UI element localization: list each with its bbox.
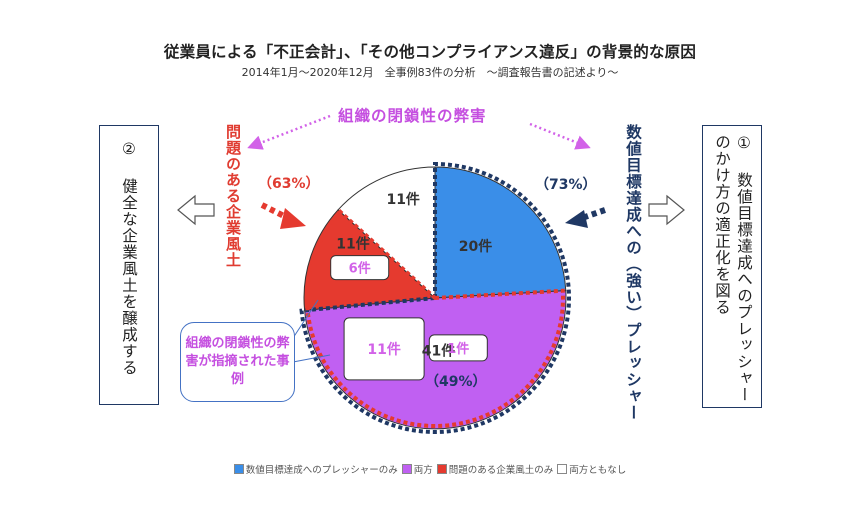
- legend-swatch: [401, 464, 412, 474]
- culture-group-outline: [305, 209, 565, 428]
- both-percent: （49%）: [425, 374, 487, 390]
- pie-slice-pressure-only: [434, 166, 567, 299]
- pie-value-label: 20件: [459, 238, 492, 255]
- right-arrow-icon: [648, 194, 685, 226]
- red-dashed-arrow: [260, 202, 290, 221]
- org-closed-label: 組織の閉鎖性の弊害: [338, 107, 487, 125]
- target-pressure-percent: （73%）: [535, 177, 597, 193]
- navy-arrowhead: [565, 210, 588, 228]
- pie-value-label: 11件: [386, 191, 419, 208]
- legend-item: 数値目標達成へのプレッシャーのみ: [233, 462, 398, 476]
- legend-item: 両方ともなし: [557, 462, 626, 476]
- legend-label: 数値目標達成へのプレッシャーのみ: [245, 465, 398, 476]
- org-closed-callout: 組織の閉鎖性の弊害が指摘された事例: [180, 322, 295, 402]
- legend-label: 問題のある企業風土のみ: [448, 465, 554, 476]
- navy-dashed-arrow: [581, 207, 606, 221]
- callout-line-lower: [292, 354, 331, 363]
- sub-count-label: 1件: [447, 341, 469, 357]
- sub-count-box: [343, 317, 425, 381]
- legend-swatch: [233, 464, 244, 474]
- sub-count-box: [428, 334, 488, 362]
- org-arrow-left: [247, 114, 331, 150]
- pressure-group-outline: [299, 161, 571, 434]
- chart-legend: 数値目標達成へのプレッシャーのみ 両方 問題のある企業風土のみ 両方ともなし: [0, 462, 860, 476]
- chart-title: 従業員による「不正会計」、「その他コンプライアンス違反」の背景的な原因: [163, 43, 697, 61]
- legend-swatch: [557, 464, 568, 474]
- org-arrow-right: [529, 122, 591, 150]
- legend-label: 両方ともなし: [569, 465, 627, 476]
- chart-subtitle: 2014年1月～2020年12月 全事例83件の分析 ～調査報告書の記述より～: [241, 66, 619, 79]
- pressure-box: ① 数値目標達成へのプレッシャーのかけ方の適正化を図る: [702, 125, 762, 408]
- problem-culture-percent: （63%）: [258, 176, 320, 192]
- target-pressure-label: 数値目標達成への（強い）プレッシャー: [624, 124, 642, 421]
- pie-value-label: 41件: [422, 343, 455, 360]
- callout-line-upper: [292, 299, 319, 339]
- legend-swatch: [436, 464, 447, 474]
- sub-count-label: 6件: [349, 261, 371, 277]
- pie-slice-neither: [337, 166, 436, 300]
- healthy-culture-box: ② 健全な企業風土を醸成する: [99, 125, 159, 405]
- legend-item: 両方: [401, 462, 433, 476]
- sub-count-box: [330, 255, 390, 281]
- legend-item: 問題のある企業風土のみ: [436, 462, 554, 476]
- pie-value-label: 11件: [336, 236, 369, 253]
- left-arrow-icon: [177, 194, 215, 226]
- problem-culture-label: 問題のある企業風土: [224, 124, 242, 268]
- red-arrowhead: [280, 208, 306, 229]
- legend-label: 両方: [413, 465, 433, 476]
- pressure-text: ① 数値目標達成へのプレッシャーのかけ方の適正化を図る: [713, 134, 753, 403]
- sub-count-label: 11件: [367, 341, 400, 358]
- healthy-culture-text: ② 健全な企業風土を醸成する: [120, 140, 138, 376]
